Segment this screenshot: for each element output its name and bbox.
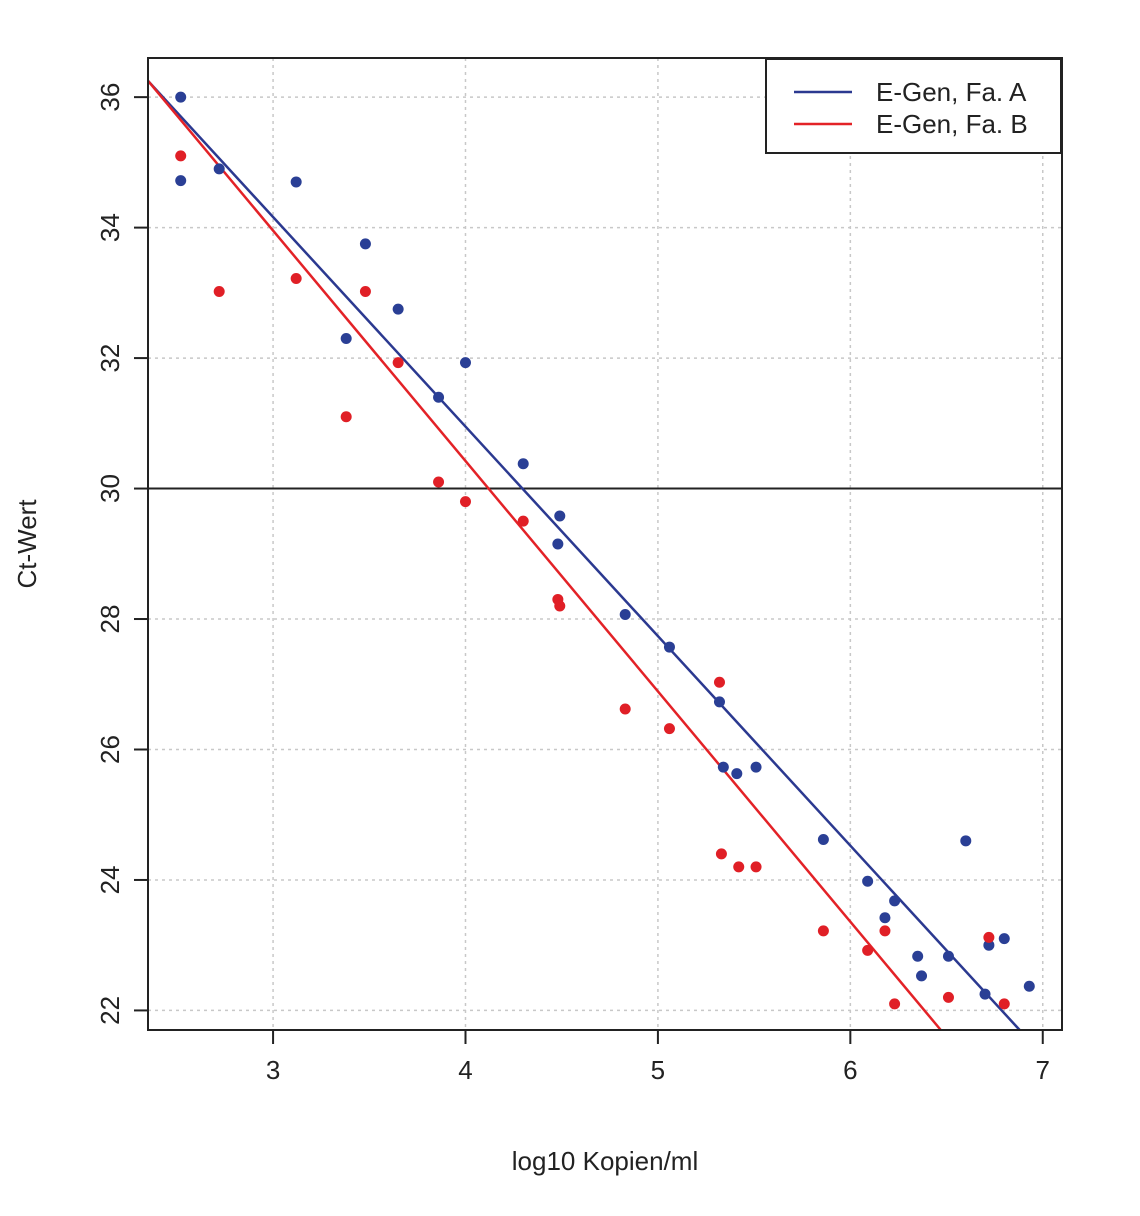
x-axis-title: log10 Kopien/ml: [512, 1146, 698, 1176]
fit-line-series-0: [147, 79, 1021, 1031]
point-series-0-23: [916, 970, 928, 982]
point-series-1-0: [175, 150, 187, 162]
point-series-1-15: [733, 861, 745, 873]
fit-line-series-1: [147, 80, 942, 1031]
point-series-0-25: [960, 835, 972, 847]
point-series-0-13: [663, 641, 675, 653]
point-series-0-5: [340, 333, 352, 345]
point-series-0-14: [713, 696, 725, 708]
point-series-0-3: [290, 176, 302, 188]
x-tick-label-4: 7: [1036, 1055, 1050, 1085]
y-tick-label-1: 24: [95, 865, 125, 894]
point-series-1-21: [942, 991, 954, 1003]
point-series-0-24: [942, 950, 954, 962]
point-series-1-6: [433, 476, 445, 488]
point-series-0-0: [175, 91, 187, 103]
point-series-1-13: [713, 676, 725, 688]
point-series-0-20: [879, 912, 891, 924]
point-series-0-12: [619, 608, 631, 620]
point-series-1-18: [862, 944, 874, 956]
point-series-0-18: [817, 834, 829, 846]
legend-box: [765, 58, 1062, 154]
point-series-0-1: [175, 175, 187, 187]
point-series-1-4: [340, 411, 352, 423]
plot-frame: [147, 57, 1063, 1031]
y-tick-label-0: 22: [95, 996, 125, 1025]
x-tick-label-3: 6: [843, 1055, 857, 1085]
point-series-0-26: [979, 988, 991, 1000]
point-series-0-19: [862, 875, 874, 887]
point-series-0-8: [459, 357, 471, 369]
point-series-0-9: [517, 458, 529, 470]
legend: E-Gen, Fa. A E-Gen, Fa. B: [765, 58, 1062, 154]
point-series-1-8: [517, 515, 529, 527]
y-tick-label-2: 26: [95, 735, 125, 764]
point-series-1-23: [998, 998, 1010, 1010]
y-tick-label-4: 30: [95, 474, 125, 503]
point-series-1-7: [459, 496, 471, 508]
point-series-0-11: [552, 538, 564, 550]
point-series-0-22: [912, 950, 924, 962]
point-series-0-17: [750, 761, 762, 773]
point-series-1-16: [750, 861, 762, 873]
point-series-1-5: [392, 357, 404, 369]
point-series-1-14: [715, 848, 727, 860]
point-series-0-29: [1023, 980, 1035, 992]
point-series-0-16: [731, 768, 743, 780]
point-series-0-15: [717, 761, 729, 773]
point-series-1-3: [359, 286, 371, 298]
x-tick-label-2: 5: [651, 1055, 665, 1085]
grid: [148, 58, 1062, 1030]
point-series-1-12: [663, 723, 675, 735]
y-tick-label-6: 34: [95, 213, 125, 242]
legend-label-a: E-Gen, Fa. A: [876, 77, 1027, 107]
point-series-0-10: [554, 510, 566, 522]
point-series-0-27: [983, 939, 995, 951]
point-series-1-10: [554, 600, 566, 612]
point-series-0-2: [213, 163, 225, 175]
y-tick-label-7: 36: [95, 83, 125, 112]
point-series-1-11: [619, 703, 631, 715]
regression-lines: [147, 79, 1021, 1031]
point-series-1-22: [983, 931, 995, 943]
point-series-1-17: [817, 925, 829, 937]
point-series-0-7: [433, 391, 445, 403]
y-axis-title: Ct-Wert: [12, 499, 42, 589]
y-tick-label-3: 28: [95, 605, 125, 634]
point-series-0-21: [889, 895, 901, 907]
x-tick-label-1: 4: [458, 1055, 472, 1085]
point-series-1-20: [889, 998, 901, 1010]
point-series-1-2: [290, 272, 302, 284]
legend-label-b: E-Gen, Fa. B: [876, 109, 1028, 139]
point-series-0-4: [359, 238, 371, 250]
point-series-1-19: [879, 925, 891, 937]
point-series-1-1: [213, 286, 225, 298]
data-points: [175, 91, 1035, 1010]
point-series-0-28: [998, 933, 1010, 945]
y-tick-label-5: 32: [95, 344, 125, 373]
point-series-0-6: [392, 303, 404, 315]
x-tick-label-0: 3: [266, 1055, 280, 1085]
